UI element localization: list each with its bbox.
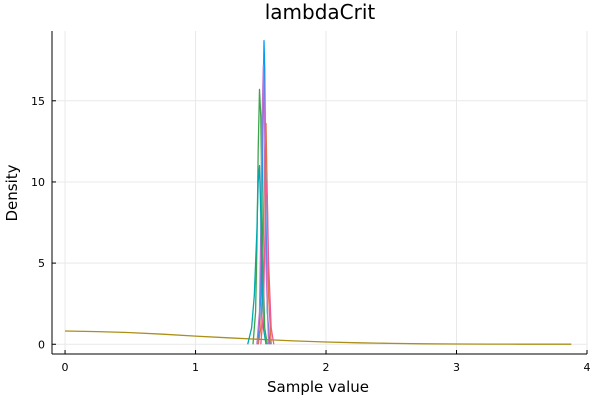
y-tick-label: 0 [38, 338, 45, 351]
x-tick-label: 3 [453, 361, 460, 374]
x-tick-label: 0 [62, 361, 69, 374]
chart-title: lambdaCrit [265, 0, 376, 24]
x-tick-label: 4 [584, 361, 591, 374]
x-axis-label: Sample value [267, 378, 369, 396]
density-series-4 [256, 64, 270, 345]
density-series-7 [260, 181, 275, 345]
x-tick-label: 1 [192, 361, 199, 374]
y-tick-label: 5 [38, 257, 45, 270]
x-tick-label: 2 [323, 361, 330, 374]
tick-layer: 0 1 2 3 4 0 5 10 15 [31, 95, 591, 374]
axis-layer [51, 31, 587, 355]
y-tick-label: 10 [31, 176, 45, 189]
grid-layer [52, 31, 588, 354]
density-series-5 [64, 330, 572, 345]
series-layer [64, 40, 572, 345]
density-series-6 [247, 165, 267, 345]
y-axis-label: Density [3, 164, 21, 221]
y-tick-label: 15 [31, 95, 45, 108]
